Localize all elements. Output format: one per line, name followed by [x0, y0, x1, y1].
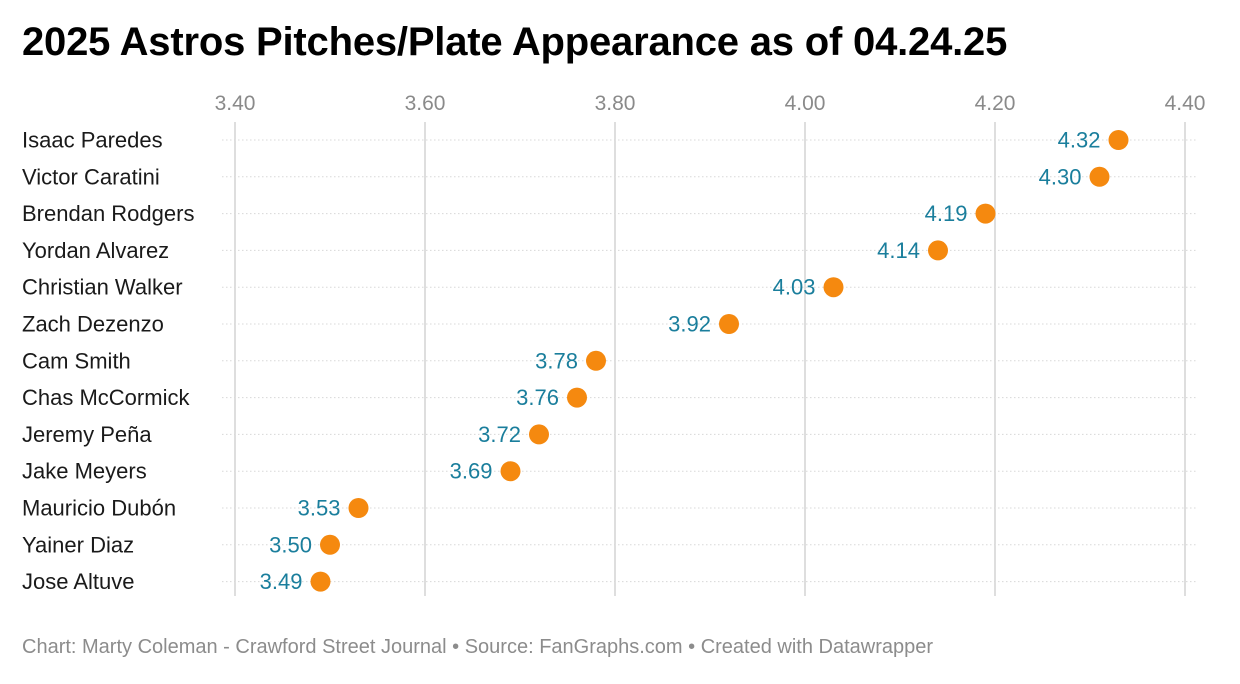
data-label: 4.32 — [1058, 128, 1101, 153]
x-tick-label: 4.00 — [785, 92, 826, 115]
row-label: Yainer Diaz — [22, 532, 134, 557]
row-label: Jeremy Peña — [22, 422, 152, 447]
data-point — [310, 571, 331, 592]
row-label: Yordan Alvarez — [22, 238, 169, 263]
row-label: Jake Meyers — [22, 459, 147, 484]
data-point — [719, 314, 739, 334]
data-label: 3.50 — [269, 532, 312, 557]
data-point — [1108, 130, 1129, 150]
row-label: Cam Smith — [22, 348, 131, 373]
row-labels: Isaac Paredes Victor Caratini Brendan Rodg… — [22, 128, 194, 595]
data-point — [1089, 166, 1110, 187]
data-label: 3.69 — [450, 459, 493, 484]
row-label: Mauricio Dubón — [22, 496, 176, 521]
data-point — [529, 424, 549, 445]
row-label: Jose Altuve — [22, 569, 135, 594]
x-tick-label: 3.40 — [215, 92, 256, 115]
data-points — [310, 130, 1129, 592]
row-label: Zach Dezenzo — [22, 312, 164, 337]
data-label: 3.53 — [298, 496, 341, 521]
grid-layer — [234, 122, 1186, 596]
row-label: Brendan Rodgers — [22, 201, 194, 226]
chart-footer: Chart: Marty Coleman - Crawford Street J… — [22, 636, 934, 658]
data-point — [348, 498, 369, 518]
data-point — [500, 461, 521, 482]
data-label: 4.19 — [925, 201, 968, 226]
x-tick-label: 3.60 — [405, 92, 446, 115]
row-label: Victor Caratini — [22, 164, 160, 189]
data-label: 4.03 — [773, 275, 816, 300]
data-label: 3.92 — [668, 312, 711, 337]
data-label: 3.49 — [260, 569, 303, 594]
row-label: Isaac Paredes — [22, 128, 163, 153]
data-point — [928, 240, 948, 261]
x-tick-label: 3.80 — [595, 92, 636, 115]
row-lines — [222, 139, 1198, 583]
x-tick-label: 4.20 — [975, 92, 1016, 115]
x-tick-label: 4.40 — [1165, 92, 1206, 115]
row-label: Christian Walker — [22, 275, 183, 300]
data-point — [320, 534, 340, 555]
data-point — [586, 350, 606, 371]
chart-title: 2025 Astros Pitches/Plate Appearance as … — [22, 20, 1008, 64]
data-point — [567, 387, 587, 408]
dot-plot: 3.40 3.60 3.80 4.00 4.20 4.40 Isaac Paredes Vi… — [22, 92, 1206, 596]
data-point — [823, 277, 844, 298]
data-label: 3.72 — [478, 422, 521, 447]
data-labels: 4.32 4.30 4.194.14 4.03 3.92 3.78 3.76 3.72 3.69… — [260, 128, 1101, 595]
data-label: 3.76 — [516, 385, 559, 410]
data-label: 3.78 — [535, 348, 578, 373]
x-axis-ticks: 3.40 3.60 3.80 4.00 4.20 4.40 — [215, 92, 1206, 115]
data-label: 4.30 — [1039, 164, 1082, 189]
data-label: 4.14 — [877, 238, 920, 263]
data-point — [975, 203, 996, 224]
row-label: Chas McCormick — [22, 385, 190, 410]
